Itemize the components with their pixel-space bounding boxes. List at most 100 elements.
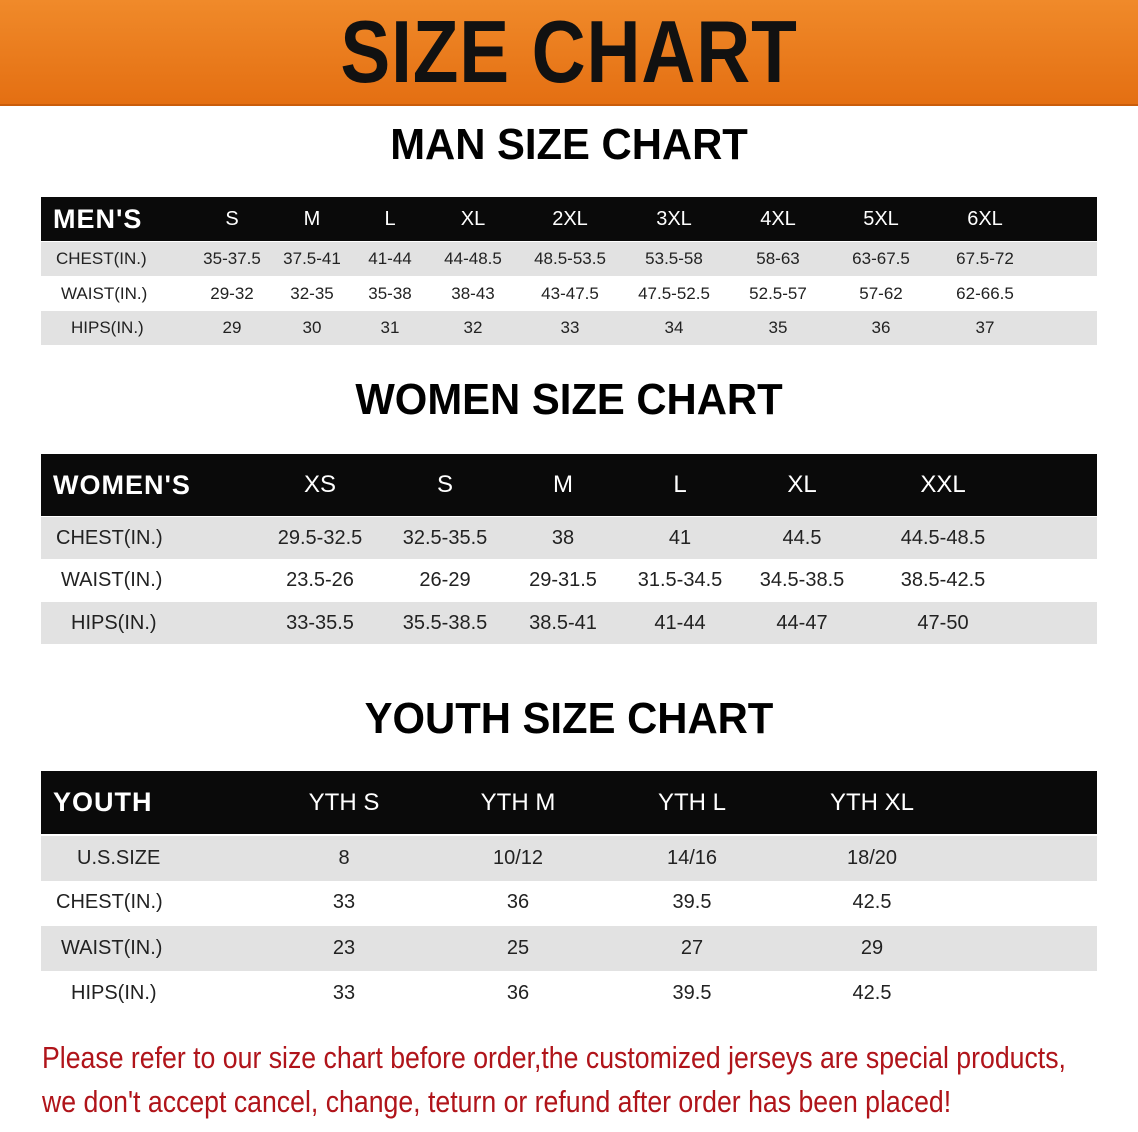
table-cell: 36 [506, 891, 530, 913]
table-cell: 25 [506, 937, 530, 959]
table-row: WAIST(IN.) 23.5-26 26-29 29-31.5 31.5-34.5 34… [41, 559, 1097, 601]
header-label: YOUTH [53, 787, 153, 817]
size-header: 4XL [760, 208, 796, 230]
table-cell: 42.5 [852, 982, 892, 1004]
size-header: 5XL [863, 208, 899, 230]
table-cell: 67.5-72 [956, 249, 1014, 268]
table-cell: 29-31.5 [529, 569, 597, 591]
table-cell: 31 [380, 318, 400, 337]
table-cell: 43-47.5 [541, 284, 599, 303]
banner: SIZE CHART [0, 0, 1138, 106]
table-cell: 38.5-42.5 [900, 569, 986, 591]
table-cell: 35.5-38.5 [402, 612, 488, 634]
size-header: XL [460, 208, 486, 230]
table-cell: 23 [332, 937, 356, 959]
table-row: HIPS(IN.) 29 30 31 32 33 34 35 36 37 [41, 311, 1097, 345]
table-row: CHEST(IN.) 29.5-32.5 32.5-35.5 38 41 44.5 44.5… [41, 517, 1097, 559]
table-cell: 18/20 [846, 847, 898, 869]
table-cell: 53.5-58 [645, 249, 703, 268]
table-cell: 27 [680, 937, 704, 959]
header-label: WOMEN'S [53, 470, 191, 500]
table-row: WAIST(IN.) 29-32 32-35 35-38 38-43 43-47.5 47.… [41, 277, 1097, 311]
table-cell: 42.5 [852, 891, 892, 913]
table-cell: 36 [871, 318, 891, 337]
table-header: YOUTH YTH S YTH M YTH L YTH XL [41, 771, 1097, 834]
women-section-title: WOMEN SIZE CHART [355, 375, 783, 424]
row-label: HIPS(IN.) [71, 318, 144, 337]
size-header: M [303, 208, 321, 230]
row-label: HIPS(IN.) [71, 982, 157, 1004]
header-label: MEN'S [53, 204, 143, 234]
table-cell: 39.5 [672, 891, 712, 913]
size-header: 6XL [967, 208, 1003, 230]
table-cell: 52.5-57 [749, 284, 807, 303]
size-header: L [673, 471, 687, 498]
table-cell: 48.5-53.5 [534, 249, 606, 268]
table-cell: 35-38 [368, 284, 412, 303]
youth-section-title: YOUTH SIZE CHART [364, 694, 774, 743]
table-cell: 41-44 [368, 249, 412, 268]
table-row: HIPS(IN.) 33-35.5 35.5-38.5 38.5-41 41-44 44-… [41, 602, 1097, 644]
size-header: XS [303, 471, 337, 498]
banner-title: SIZE CHART [340, 2, 798, 101]
table-cell: 8 [338, 847, 350, 869]
table-cell: 29-32 [210, 284, 254, 303]
size-header: S [225, 208, 239, 230]
table-cell: 14/16 [666, 847, 718, 869]
table-row: U.S.SIZE 8 10/12 14/16 18/20 [41, 836, 1097, 881]
table-row: CHEST(IN.) 35-37.5 37.5-41 41-44 44-48.5 48.5… [41, 242, 1097, 276]
size-header: XXL [920, 471, 966, 498]
row-label: CHEST(IN.) [56, 249, 147, 268]
table-row: HIPS(IN.) 33 36 39.5 42.5 [41, 971, 1097, 1016]
table-cell: 30 [302, 318, 322, 337]
table-cell: 26-29 [419, 569, 471, 591]
table-cell: 44-47 [776, 612, 828, 634]
table-cell: 32.5-35.5 [402, 527, 488, 549]
size-header: M [553, 471, 573, 498]
table-cell: 37.5-41 [283, 249, 341, 268]
size-header: XL [787, 471, 817, 498]
size-header: YTH S [308, 789, 380, 816]
table-cell: 33 [332, 982, 356, 1004]
table-cell: 44-48.5 [444, 249, 502, 268]
table-cell: 58-63 [756, 249, 800, 268]
table-cell: 32-35 [290, 284, 334, 303]
size-header: 2XL [552, 208, 588, 230]
size-header: L [384, 208, 396, 230]
table-cell: 44.5-48.5 [900, 527, 986, 549]
table-cell: 37 [975, 318, 995, 337]
table-cell: 62-66.5 [956, 284, 1014, 303]
table-cell: 38.5-41 [529, 612, 597, 634]
table-cell: 38 [551, 527, 575, 549]
table-header: MEN'S S M L XL 2XL 3XL 4XL 5XL 6XL [41, 197, 1097, 241]
table-cell: 35 [768, 318, 788, 337]
men-section-title: MAN SIZE CHART [390, 120, 748, 169]
size-header: S [436, 471, 454, 498]
table-row: WAIST(IN.) 23 25 27 29 [41, 926, 1097, 971]
row-label: WAIST(IN.) [61, 937, 163, 959]
row-label: WAIST(IN.) [61, 284, 148, 303]
table-cell: 47-50 [917, 612, 969, 634]
table-cell: 33 [560, 318, 580, 337]
row-label: CHEST(IN.) [56, 891, 163, 913]
table-cell: 23.5-26 [286, 569, 354, 591]
table-cell: 36 [506, 982, 530, 1004]
table-cell: 35-37.5 [203, 249, 261, 268]
size-header: YTH M [480, 789, 556, 816]
row-label: U.S.SIZE [77, 847, 161, 869]
table-row: CHEST(IN.) 33 36 39.5 42.5 [41, 880, 1097, 925]
table-cell: 34.5-38.5 [759, 569, 845, 591]
table-cell: 57-62 [859, 284, 903, 303]
table-cell: 34 [664, 318, 684, 337]
table-cell: 39.5 [672, 982, 712, 1004]
table-cell: 47.5-52.5 [638, 284, 710, 303]
row-label: CHEST(IN.) [56, 527, 163, 549]
table-cell: 33 [332, 891, 356, 913]
table-cell: 41-44 [654, 612, 706, 634]
table-header: WOMEN'S XS S M L XL XXL [41, 454, 1097, 516]
notice-line-1: Please refer to our size chart before or… [42, 1040, 1066, 1075]
table-cell: 29 [860, 937, 884, 959]
table-cell: 44.5 [782, 527, 822, 549]
table-cell: 29.5-32.5 [277, 527, 363, 549]
table-cell: 29 [222, 318, 242, 337]
